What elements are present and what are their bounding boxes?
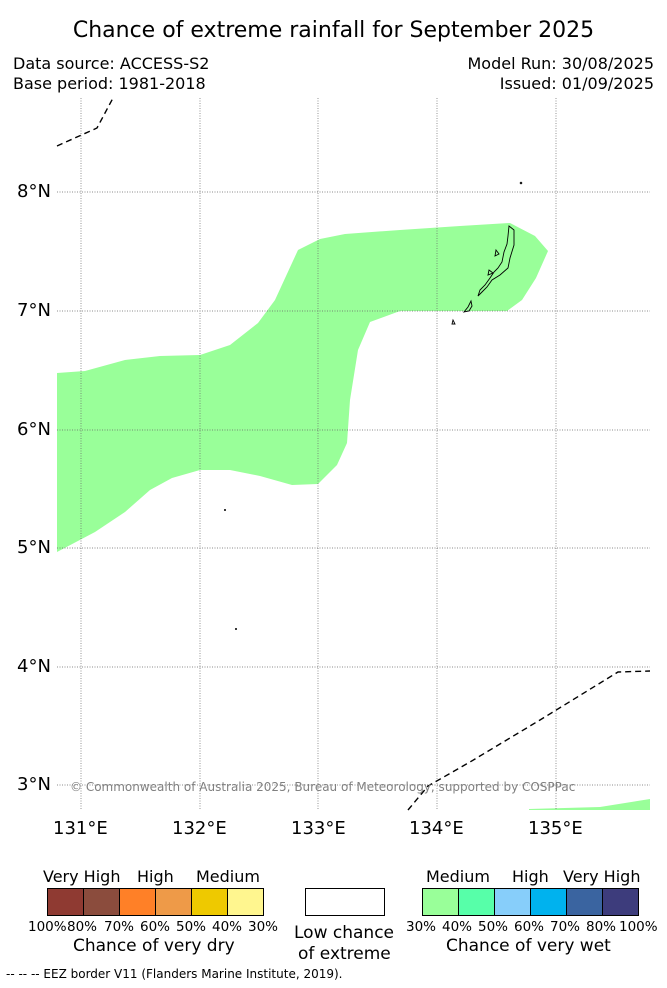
lat-label-6n: 6°N	[17, 419, 51, 440]
dry-swatch-5	[227, 888, 264, 916]
low-chance-caption-2: of extreme	[298, 944, 391, 964]
dry-pct-80: 80%	[67, 919, 98, 935]
map-title: Chance of extreme rainfall for September…	[72, 18, 595, 43]
lon-label-132e: 132°E	[172, 818, 227, 839]
wet-medium-region	[57, 223, 548, 552]
dry-pct-50: 50%	[176, 919, 207, 935]
base-period-label: Base period: 1981-2018	[13, 74, 206, 93]
dry-header-very-high: Very High	[43, 867, 121, 886]
wet-swatch-5	[602, 888, 639, 916]
low-chance-caption-1: Low chance	[294, 923, 394, 943]
dry-swatch-1	[83, 888, 120, 916]
eez-border	[56, 97, 651, 811]
low-chance-swatch	[305, 888, 385, 916]
dry-pct-60: 60%	[140, 919, 171, 935]
wet-swatch-2	[494, 888, 531, 916]
lon-label-131e: 131°E	[53, 818, 108, 839]
wet-caption: Chance of very wet	[446, 936, 611, 956]
wet-pct-30: 30%	[406, 919, 437, 935]
dry-pct-40: 40%	[212, 919, 243, 935]
dry-pct-30: 30%	[248, 919, 279, 935]
lon-label-134e: 134°E	[409, 818, 464, 839]
lat-label-8n: 8°N	[17, 181, 51, 202]
data-source-label: Data source: ACCESS-S2	[13, 54, 210, 73]
wet-header-medium: Medium	[426, 867, 490, 886]
dry-caption: Chance of very dry	[73, 936, 235, 956]
dry-header-high: High	[137, 867, 174, 886]
wet-pct-60: 60%	[514, 919, 545, 935]
dry-pct-100: 100%	[28, 919, 67, 935]
copyright-notice: © Commonwealth of Australia 2025, Bureau…	[70, 780, 576, 794]
dry-swatch-2	[119, 888, 156, 916]
wet-header-very-high: Very High	[563, 867, 641, 886]
lon-label-133e: 133°E	[291, 818, 346, 839]
wet-swatch-0	[422, 888, 459, 916]
dry-pct-70: 70%	[104, 919, 135, 935]
wet-medium-region-south	[529, 799, 650, 810]
lat-label-7n: 7°N	[17, 300, 51, 321]
wet-header-high: High	[512, 867, 549, 886]
wet-swatch-1	[458, 888, 495, 916]
dry-swatch-4	[191, 888, 228, 916]
lon-label-135e: 135°E	[528, 818, 583, 839]
wet-swatch-4	[566, 888, 603, 916]
wet-pct-80: 80%	[586, 919, 617, 935]
dry-swatch-0	[47, 888, 84, 916]
issued-label: Issued: 01/09/2025	[499, 74, 654, 93]
lat-label-3n: 3°N	[17, 774, 51, 795]
model-run-label: Model Run: 30/08/2025	[467, 54, 655, 73]
wet-pct-100: 100%	[619, 919, 658, 935]
wet-pct-70: 70%	[550, 919, 581, 935]
graticule	[57, 98, 650, 810]
wet-swatch-3	[530, 888, 567, 916]
island-outlines	[223, 181, 523, 631]
wet-pct-40: 40%	[442, 919, 473, 935]
dry-header-medium: Medium	[196, 867, 260, 886]
lat-label-5n: 5°N	[17, 537, 51, 558]
eez-footnote: -- -- -- EEZ border V11 (Flanders Marine…	[6, 967, 343, 981]
lat-label-4n: 4°N	[17, 656, 51, 677]
dry-swatch-3	[155, 888, 192, 916]
wet-pct-50: 50%	[478, 919, 509, 935]
